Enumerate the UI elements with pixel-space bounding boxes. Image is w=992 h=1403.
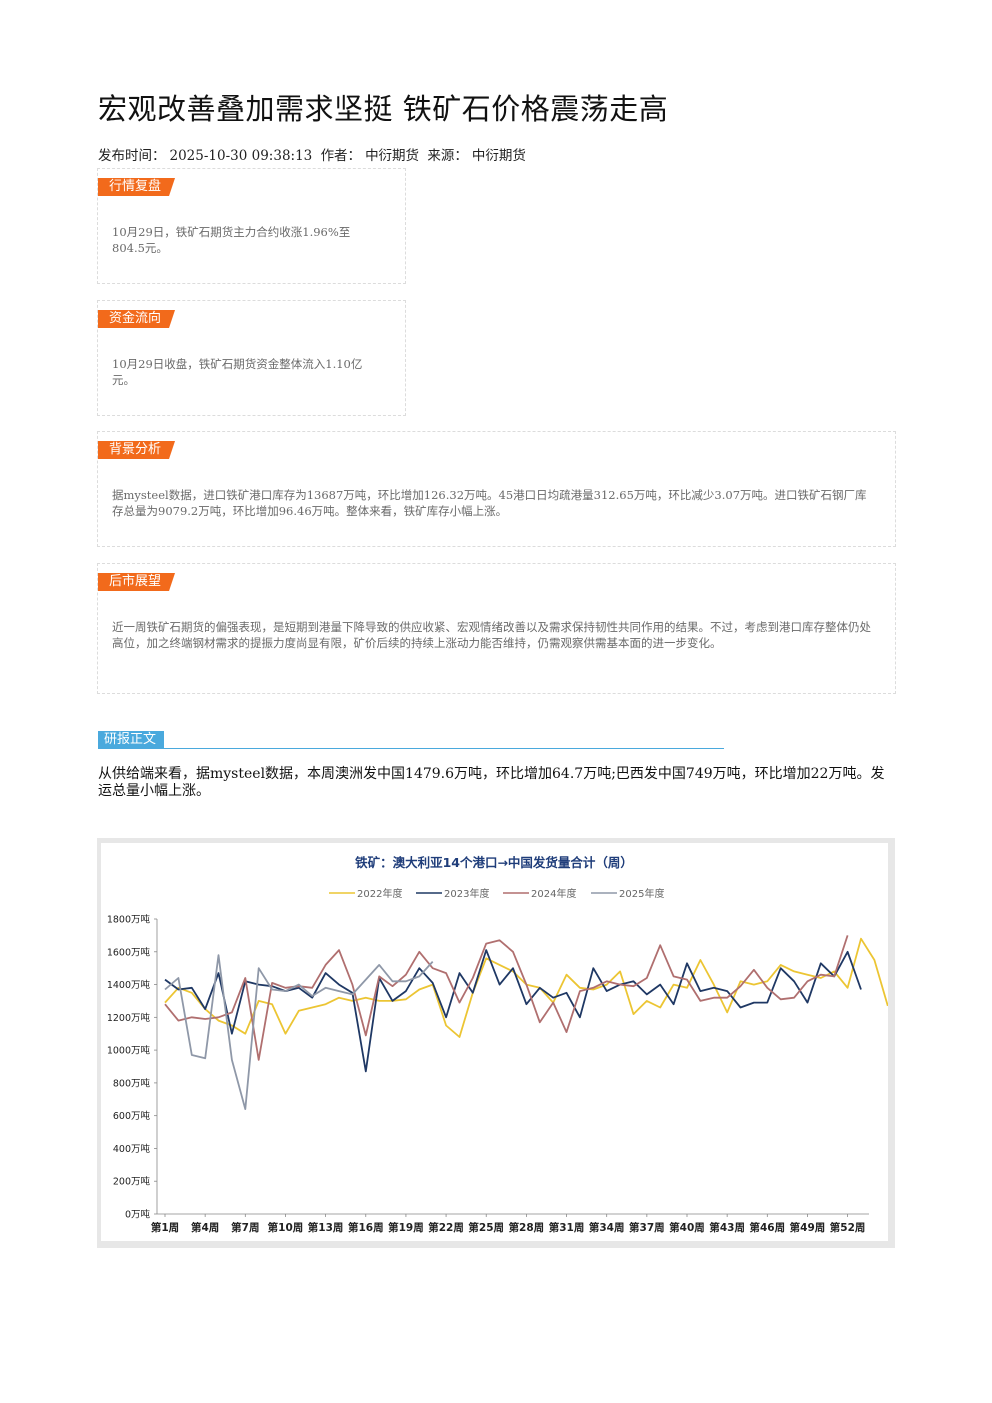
x-tick-label: 第7周	[231, 1221, 259, 1234]
legend-label: 2022年度	[357, 887, 402, 900]
section-text-capital-flow: 10月29日收盘，铁矿石期货资金整体流入1.10亿元。	[112, 357, 363, 387]
chart-title: 铁矿：澳大利亚14个港口→中国发货量合计（周）	[355, 855, 633, 870]
source-name: 中衍期货	[471, 148, 526, 164]
x-tick-label: 第16周	[348, 1221, 384, 1234]
section-tag-market-review: 行情复盘	[98, 178, 175, 196]
article-meta: 发布时间： 2025-10-30 09:38:13 作者： 中衍期货 来源： 中衍期货	[98, 144, 530, 164]
section-tag-background-analysis: 背景分析	[98, 441, 175, 459]
y-tick-label: 1800万吨	[107, 914, 151, 926]
section-background-analysis: 背景分析 据mysteel数据，进口铁矿港口库存为13687万吨，环比增加126…	[97, 431, 896, 547]
section-capital-flow: 资金流向 10月29日收盘，铁矿石期货资金整体流入1.10亿元。	[97, 300, 406, 416]
report-paragraph: 从供给端来看，据mysteel数据，本周澳洲发中国1479.6万吨，环比增加64…	[98, 766, 885, 799]
x-tick-label: 第4周	[191, 1221, 219, 1234]
author-name: 中衍期货	[365, 148, 420, 164]
x-tick-label: 第31周	[549, 1221, 585, 1234]
section-text-market-review: 10月29日，铁矿石期货主力合约收涨1.96%至804.5元。	[112, 225, 351, 255]
legend-label: 2023年度	[444, 887, 489, 900]
legend-label: 2024年度	[531, 887, 576, 900]
series-line-2024年度	[164, 935, 849, 1061]
section-tag-market-outlook: 后市展望	[98, 573, 175, 591]
section-market-outlook: 后市展望 近一周铁矿石期货的偏强表现，是短期到港量下降导致的供应收紧、宏观情绪改…	[97, 563, 896, 694]
chart-frame: 铁矿：澳大利亚14个港口→中国发货量合计（周） 2022年度 2023年度 2024年…	[97, 838, 895, 1248]
x-tick-label: 第40周	[669, 1221, 705, 1234]
legend-label: 2025年度	[619, 887, 664, 900]
x-tick-label: 第49周	[790, 1221, 826, 1234]
chart-panel: 铁矿：澳大利亚14个港口→中国发货量合计（周） 2022年度 2023年度 2024年…	[101, 843, 889, 1241]
report-divider	[160, 748, 724, 749]
x-tick-label: 第52周	[830, 1221, 866, 1234]
shipment-line-chart: 铁矿：澳大利亚14个港口→中国发货量合计（周） 2022年度 2023年度 2024年…	[107, 855, 889, 1234]
x-tick-label: 第46周	[749, 1221, 785, 1234]
x-tick-label: 第25周	[468, 1221, 504, 1234]
x-tick-label: 第10周	[268, 1221, 304, 1234]
x-tick-label: 第28周	[509, 1221, 545, 1234]
x-tick-label: 第43周	[709, 1221, 745, 1234]
source-label: 来源：	[427, 148, 468, 164]
section-text-market-outlook: 近一周铁矿石期货的偏强表现，是短期到港量下降导致的供应收紧、宏观情绪改善以及需求…	[112, 620, 871, 650]
section-text-background-analysis: 据mysteel数据，进口铁矿港口库存为13687万吨，环比增加126.32万吨…	[112, 488, 867, 518]
publish-label: 发布时间：	[98, 148, 166, 164]
section-tag-capital-flow: 资金流向	[98, 310, 175, 328]
x-tick-label: 第34周	[589, 1221, 625, 1234]
x-tick-label: 第13周	[308, 1221, 344, 1234]
x-tick-label: 第19周	[388, 1221, 424, 1234]
report-body-tag: 研报正文	[98, 731, 165, 749]
y-tick-label: 1600万吨	[107, 946, 151, 958]
series-line-2023年度	[164, 949, 862, 1073]
y-tick-label: 0万吨	[125, 1209, 151, 1221]
author-label: 作者：	[320, 148, 362, 164]
y-tick-label: 800万吨	[113, 1077, 151, 1089]
y-tick-label: 1200万吨	[107, 1012, 151, 1024]
y-tick-label: 400万吨	[113, 1143, 151, 1155]
y-tick-label: 600万吨	[113, 1110, 151, 1122]
section-market-review: 行情复盘 10月29日，铁矿石期货主力合约收涨1.96%至804.5元。	[97, 168, 406, 284]
y-tick-label: 1400万吨	[107, 979, 151, 991]
article-title: 宏观改善叠加需求坚挺 铁矿石价格震荡走高	[98, 92, 669, 126]
x-tick-label: 第1周	[151, 1221, 179, 1234]
y-tick-label: 1000万吨	[107, 1045, 151, 1057]
x-tick-label: 第22周	[428, 1221, 464, 1234]
publish-time: 2025-10-30 09:38:13	[169, 148, 313, 164]
y-tick-label: 200万吨	[113, 1176, 151, 1188]
series-line-2025年度	[164, 954, 434, 1111]
series-line-2022年度	[164, 937, 889, 1038]
x-tick-label: 第37周	[629, 1221, 665, 1234]
